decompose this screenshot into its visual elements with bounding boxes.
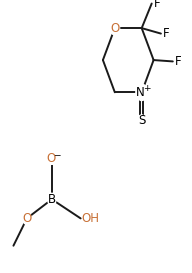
Circle shape: [48, 152, 56, 164]
Text: +: +: [143, 84, 150, 93]
Circle shape: [136, 85, 147, 100]
Text: F: F: [154, 0, 161, 10]
Text: F: F: [175, 55, 182, 68]
Circle shape: [136, 84, 147, 100]
Circle shape: [110, 21, 120, 35]
Text: B: B: [48, 193, 56, 206]
Text: O: O: [110, 22, 119, 35]
Circle shape: [48, 193, 56, 205]
Text: O: O: [22, 212, 31, 225]
Text: F: F: [163, 27, 170, 40]
Text: S: S: [138, 114, 145, 127]
Circle shape: [137, 115, 146, 127]
Text: O: O: [46, 152, 55, 165]
Circle shape: [23, 212, 31, 224]
Text: −: −: [53, 150, 60, 159]
Text: N: N: [135, 86, 144, 99]
Text: OH: OH: [82, 212, 100, 225]
